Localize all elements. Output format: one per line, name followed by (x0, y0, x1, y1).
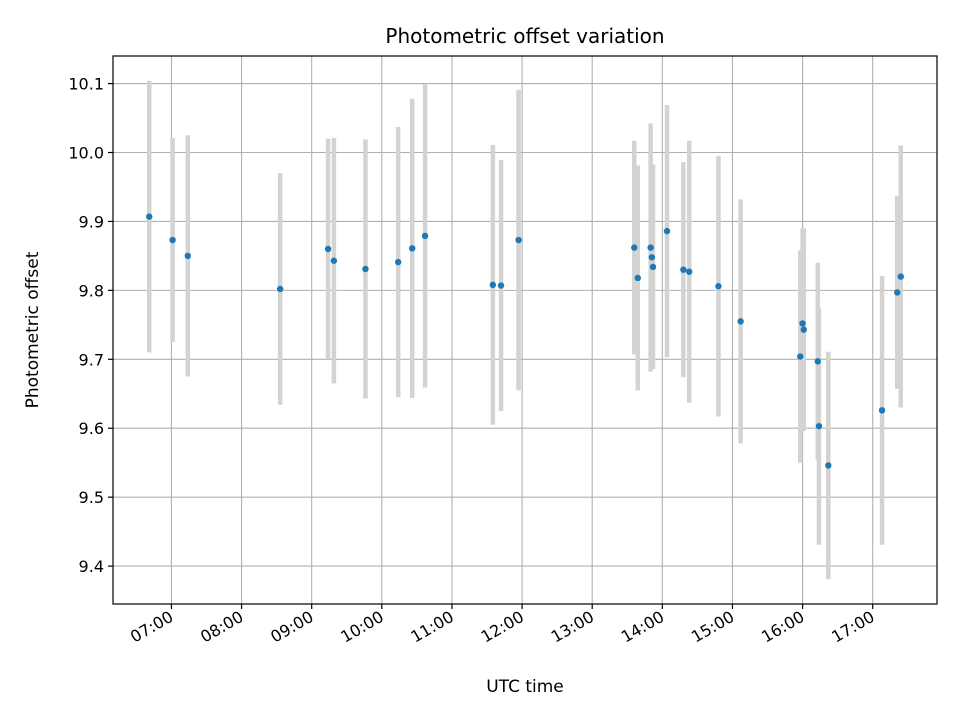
data-point (515, 236, 522, 244)
y-tick-label: 9.4 (79, 557, 104, 576)
data-point (184, 252, 192, 260)
y-tick-label: 9.9 (79, 212, 104, 231)
data-point (800, 326, 807, 333)
data-point (648, 254, 656, 261)
data-point (634, 274, 641, 282)
data-point (815, 422, 823, 430)
y-tick-label: 10.1 (68, 75, 104, 94)
y-axis-ticks: 9.4 9.5 9.6 9.7 9.8 9.9 10.0 10.1 (68, 75, 113, 576)
data-point (799, 320, 806, 327)
y-tick-label: 9.5 (79, 488, 104, 507)
y-tick-label: 9.6 (79, 419, 104, 438)
y-tick-label: 10.0 (68, 144, 104, 163)
data-points (146, 213, 904, 469)
data-point (497, 282, 505, 289)
plot-frame (112, 55, 938, 605)
data-point (409, 245, 416, 252)
data-point (394, 258, 402, 266)
data-point (686, 268, 693, 275)
data-point (169, 236, 176, 244)
data-point (649, 263, 657, 271)
data-point (897, 273, 904, 280)
data-point (146, 213, 153, 220)
data-point (663, 227, 671, 235)
data-point (715, 283, 722, 290)
data-point (814, 358, 821, 365)
plot-area (113, 56, 937, 604)
x-axis-title: UTC time (486, 677, 564, 697)
data-point (421, 232, 429, 240)
data-point (894, 289, 901, 296)
data-point (797, 353, 804, 360)
data-point (489, 281, 497, 289)
data-point (647, 244, 654, 251)
data-point (878, 407, 886, 414)
y-tick-label: 9.8 (79, 281, 104, 300)
data-point (330, 257, 338, 264)
y-tick-label: 9.7 (79, 350, 104, 369)
data-point (680, 266, 687, 273)
data-point (276, 285, 284, 293)
y-axis-title: Photometric offset (23, 251, 43, 408)
data-point (737, 318, 744, 325)
data-point (631, 244, 638, 251)
data-point (825, 462, 832, 469)
chart-title: Photometric offset variation (385, 24, 664, 48)
data-point (324, 245, 332, 253)
data-point (362, 265, 369, 273)
